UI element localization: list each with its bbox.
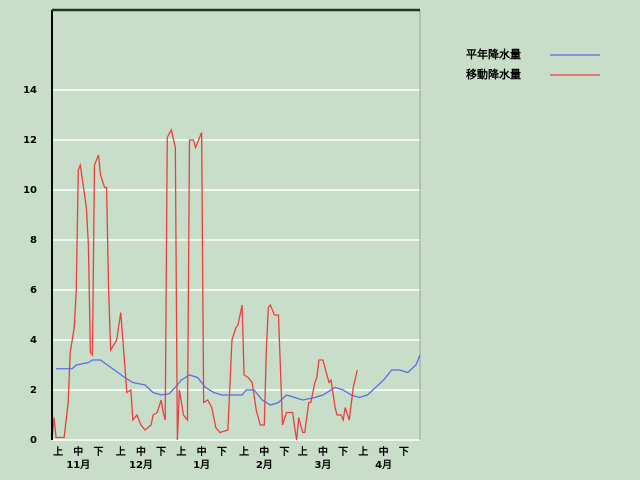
y-tick-label: 4 <box>30 335 37 346</box>
month-label: 4月 <box>375 459 392 471</box>
x-tick-label: 中 <box>259 445 269 458</box>
x-tick-label: 中 <box>197 445 207 458</box>
month-label: 12月 <box>129 459 153 471</box>
x-tick-label: 下 <box>217 446 227 458</box>
series-line <box>56 354 421 406</box>
x-tick-label: 上 <box>116 445 126 458</box>
legend-label: 移動降水量 <box>466 67 521 81</box>
x-tick-label: 下 <box>156 446 166 458</box>
x-tick-label: 中 <box>73 445 83 458</box>
y-tick-label: 12 <box>23 135 37 146</box>
x-tick-label: 中 <box>136 445 146 458</box>
y-tick-label: 2 <box>30 385 37 396</box>
x-tick-label: 下 <box>338 446 348 458</box>
y-tick-label: 0 <box>30 435 37 446</box>
x-tick-label: 上 <box>53 445 63 458</box>
y-tick-label: 6 <box>30 285 37 296</box>
y-tick-label: 8 <box>30 235 37 246</box>
x-tick-label: 上 <box>176 445 186 458</box>
month-label: 1月 <box>193 459 210 471</box>
x-tick-label: 下 <box>280 446 290 458</box>
x-tick-label: 下 <box>94 446 104 458</box>
x-tick-label: 中 <box>318 445 328 458</box>
x-tick-label: 上 <box>358 445 368 458</box>
y-tick-label: 10 <box>23 185 37 196</box>
month-label: 2月 <box>256 459 273 471</box>
x-tick-label: 上 <box>298 445 308 458</box>
y-tick-label: 14 <box>23 85 37 96</box>
month-label: 3月 <box>314 459 331 471</box>
series-line <box>51 128 358 441</box>
legend-label: 平年降水量 <box>466 47 521 61</box>
x-tick-label: 下 <box>399 446 409 458</box>
x-tick-label: 中 <box>379 445 389 458</box>
month-label: 11月 <box>66 459 90 471</box>
x-tick-label: 上 <box>239 445 249 458</box>
